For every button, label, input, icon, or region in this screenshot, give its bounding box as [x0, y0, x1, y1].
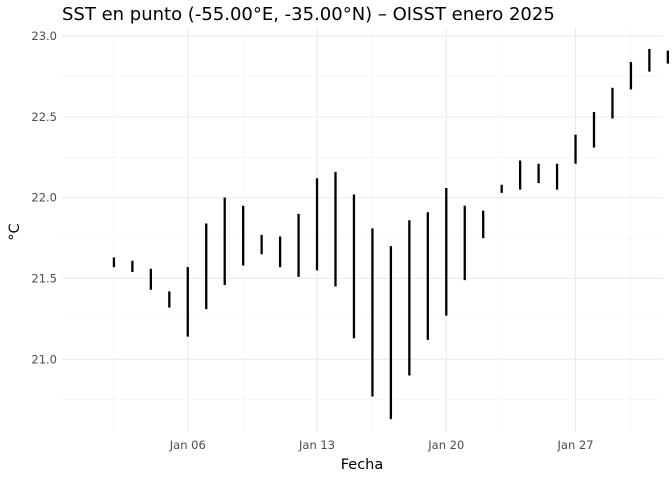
x-tick-label: Jan 20 [427, 438, 464, 452]
x-axis-title: Fecha [341, 457, 384, 473]
y-tick-label: 22.5 [31, 110, 57, 124]
y-axis-title: °C [7, 223, 23, 240]
gridlines [62, 28, 663, 432]
range-bars [112, 49, 669, 420]
y-tick-label: 22.0 [31, 191, 57, 205]
y-tick-label: 21.5 [31, 271, 57, 285]
y-tick-label: 23.0 [31, 29, 57, 43]
x-tick-label: Jan 27 [557, 438, 594, 452]
y-tick-label: 21.0 [31, 352, 57, 366]
x-tick-label: Jan 06 [169, 438, 206, 452]
y-tick-labels: 21.0 21.5 22.0 22.5 23.0 [31, 29, 57, 366]
chart-title: SST en punto (-55.00°E, -35.00°N) – OISS… [62, 4, 555, 25]
x-tick-labels: Jan 06 Jan 13 Jan 20 Jan 27 [169, 438, 594, 452]
x-tick-label: Jan 13 [298, 438, 335, 452]
